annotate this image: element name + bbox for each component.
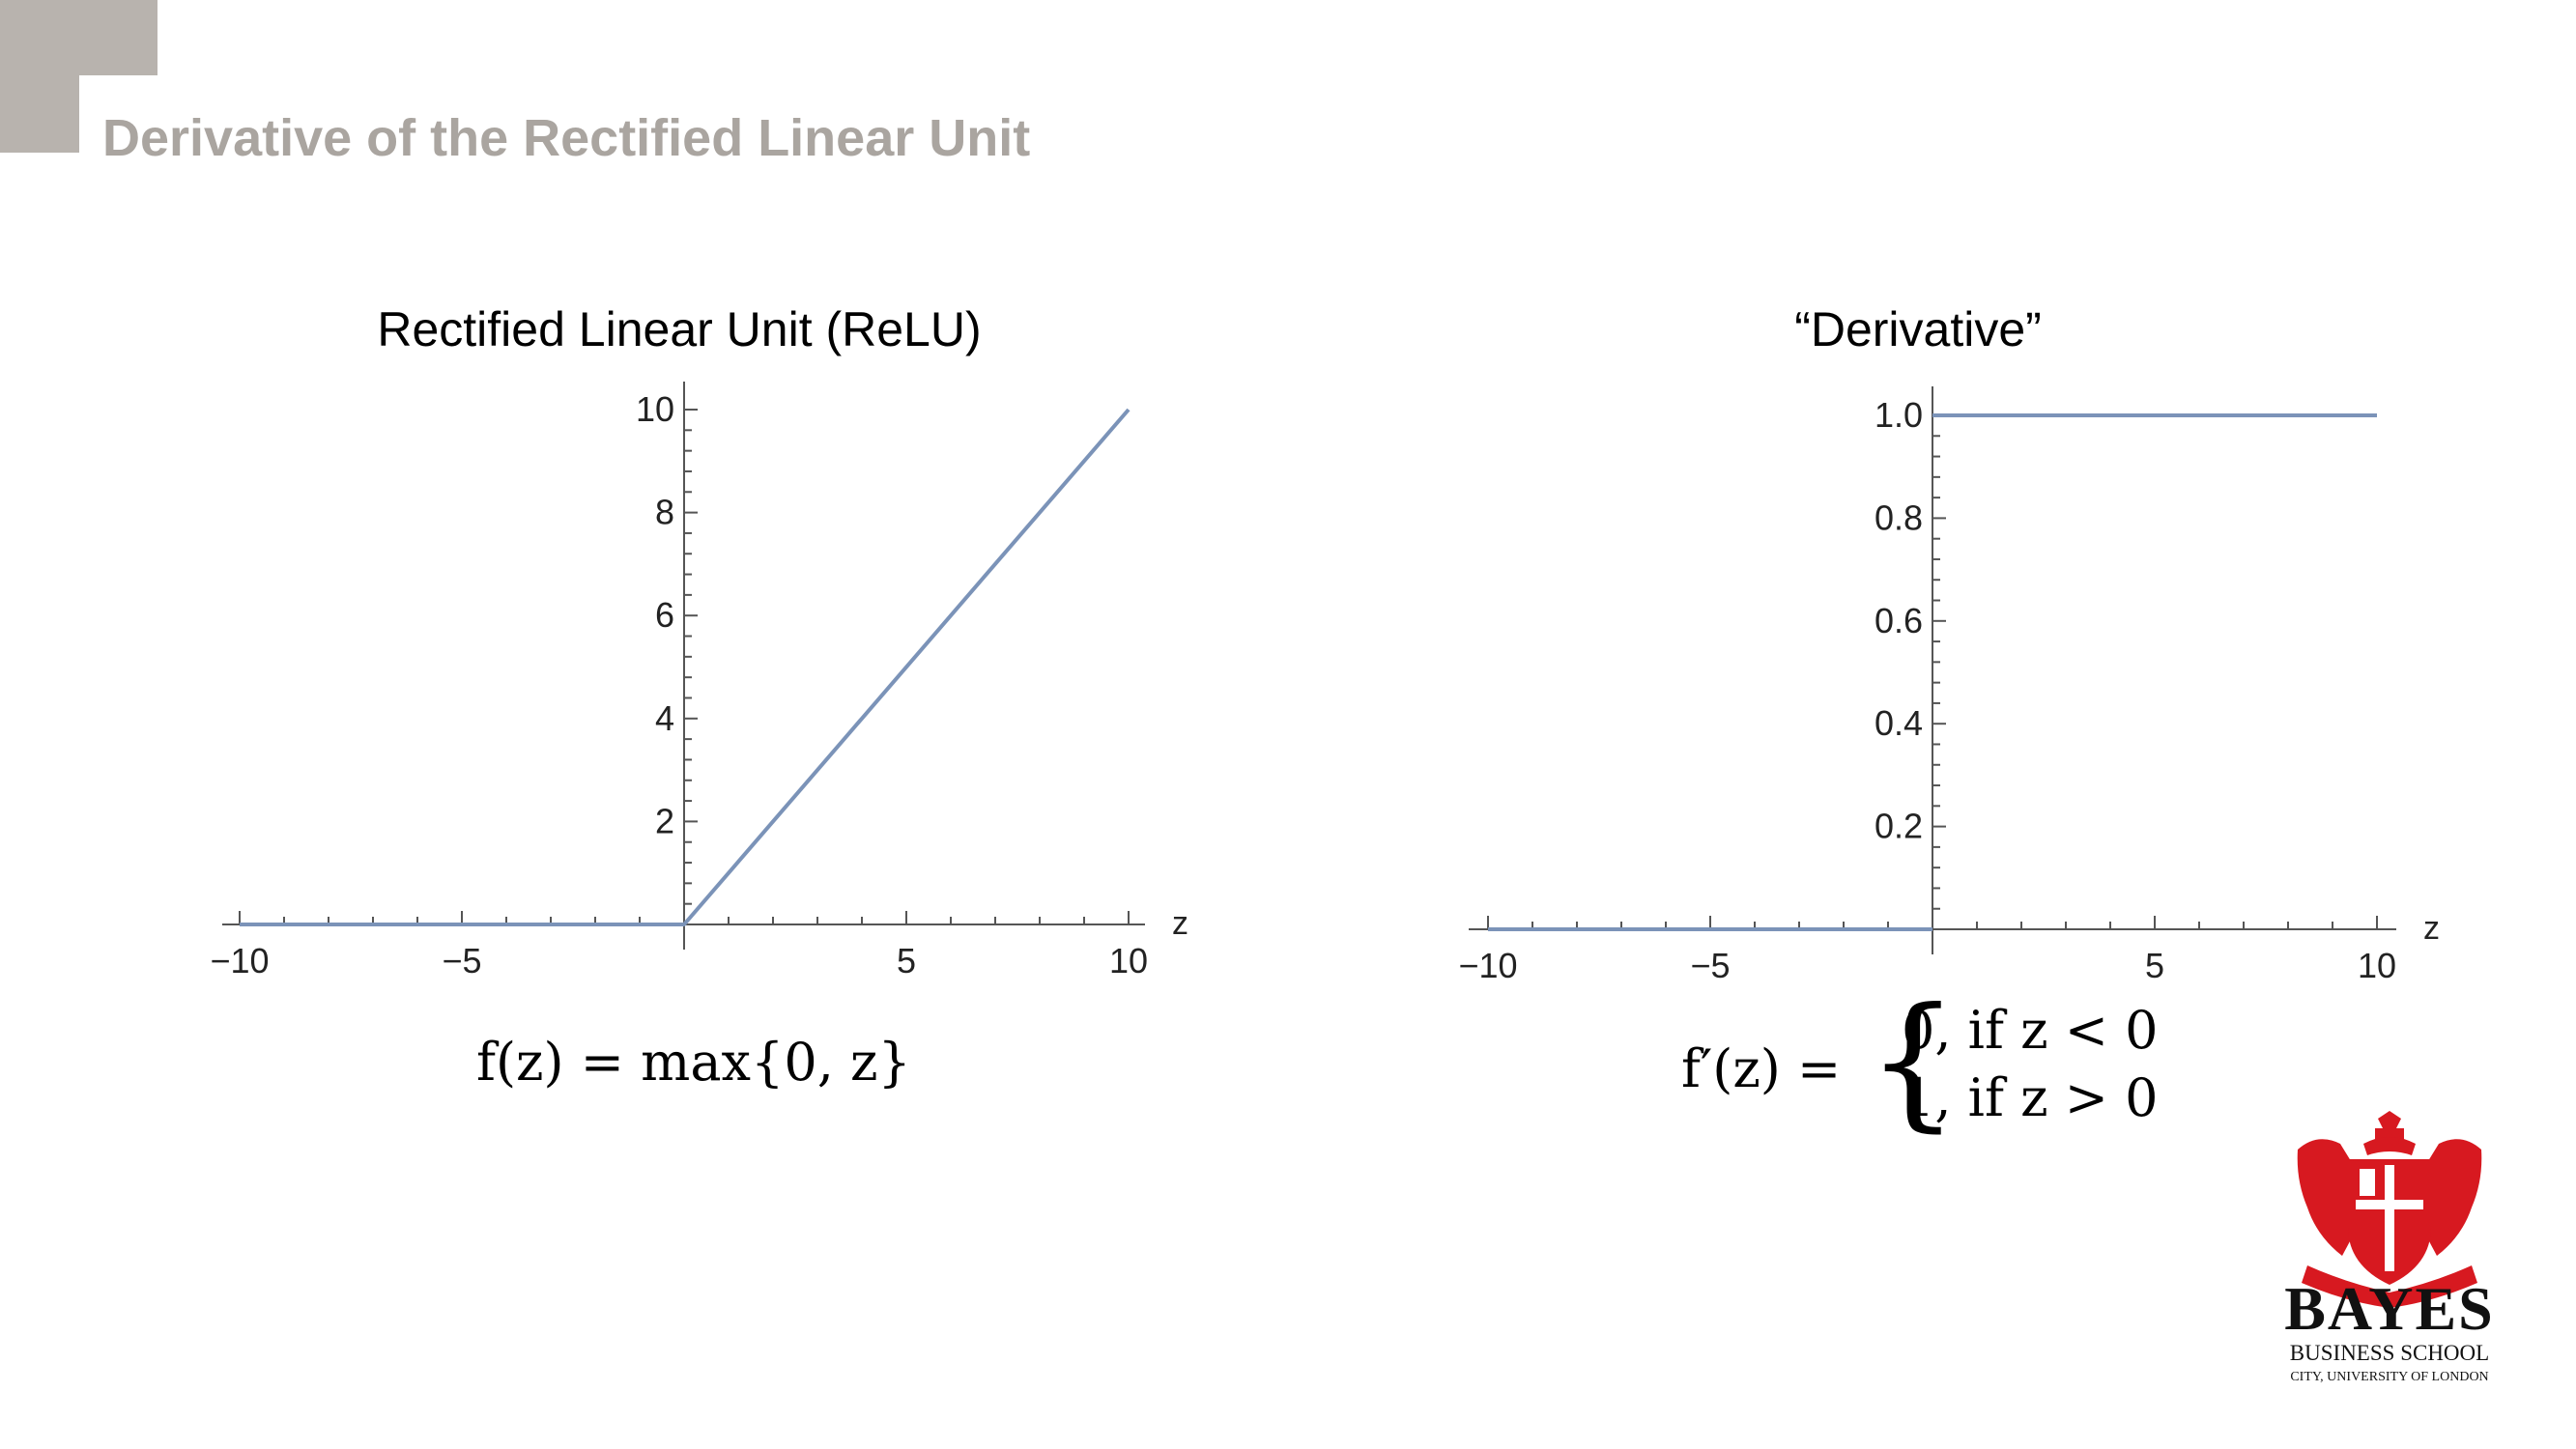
y-tick-label: 10 [636, 389, 674, 429]
x-tick-label: 5 [897, 941, 916, 980]
relu-formula: f(z) = max{0, z} [476, 1032, 911, 1093]
y-tick-label: 0.2 [1875, 807, 1923, 846]
x-tick-label: −10 [1458, 946, 1517, 985]
x-tick-label: −10 [210, 941, 269, 980]
logo-line3: CITY, UNIVERSITY OF LONDON [2290, 1370, 2489, 1384]
piecewise-brace: { [1867, 978, 1960, 1146]
y-tick-label: 1.0 [1875, 395, 1923, 435]
y-tick-label: 6 [655, 595, 674, 635]
relu-chart: −10 −5 5 10 2 4 6 8 10 z [210, 382, 1188, 980]
x-tick-label: 10 [1109, 941, 1148, 980]
y-tick-label: 8 [655, 493, 674, 532]
x-axis-label: z [2423, 910, 2440, 947]
y-tick-label: 0.4 [1875, 703, 1923, 743]
derivative-case-2: 1, if z > 0 [1902, 1067, 2159, 1128]
series-line-0 [240, 408, 1131, 926]
relu-formula-rhs: max{0, z} [641, 1032, 911, 1093]
slide-title: Derivative of the Rectified Linear Unit [102, 109, 1031, 167]
y-tick-label: 4 [655, 698, 674, 738]
x-tick-label: 10 [2358, 946, 2396, 985]
bayes-crest-logo [2297, 1111, 2482, 1308]
x-tick-label: −5 [442, 941, 481, 980]
y-tick-label: 2 [655, 801, 674, 840]
logo-name: BAYES [2284, 1274, 2495, 1343]
x-tick-label: 5 [2145, 946, 2164, 985]
relu-formula-lhs: f(z) = [476, 1032, 642, 1093]
relu-chart-title: Rectified Linear Unit (ReLU) [377, 302, 982, 356]
y-tick-label: 0.6 [1875, 601, 1923, 640]
derivative-chart: −10 −5 5 10 0.2 0.4 0.6 0.8 1.0 z [1458, 386, 2440, 985]
x-tick-label: −5 [1690, 946, 1730, 985]
corner-decoration-vertical [0, 0, 79, 153]
derivative-case-1: 0, if z < 0 [1902, 1000, 2159, 1061]
derivative-chart-title: “Derivative” [1794, 302, 2042, 356]
logo-line2: BUSINESS SCHOOL [2289, 1341, 2490, 1365]
x-axis-label: z [1172, 905, 1188, 942]
y-tick-label: 0.8 [1875, 497, 1923, 537]
derivative-formula-lhs: f′(z) = [1681, 1038, 1842, 1099]
